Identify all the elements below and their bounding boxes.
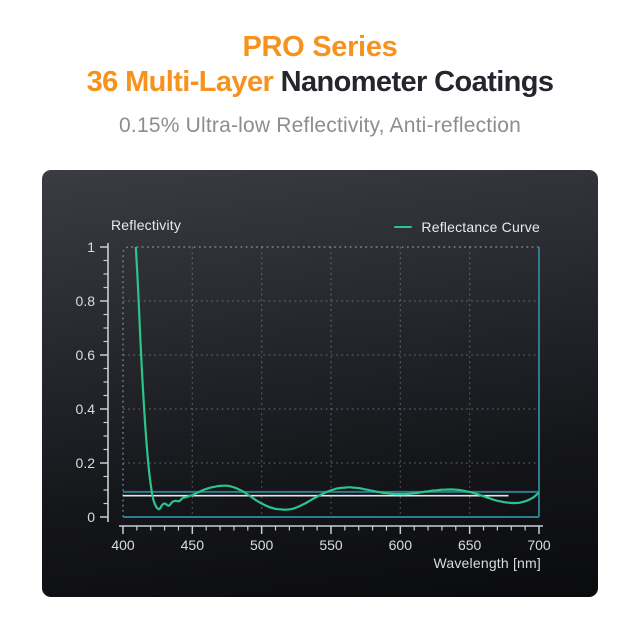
legend-label: Reflectance Curve <box>421 219 540 235</box>
legend-line-swatch <box>394 225 413 229</box>
reflectance-chart: 0 0.2 0.4 0.6 0.8 1 400 450 500 550 600 650 700 Wavel… <box>76 239 551 571</box>
y-tick-label-0.6: 0.6 <box>76 347 96 363</box>
title-line-2-rest: Nanometer Coatings <box>273 66 554 98</box>
y-tick-label-0.8: 0.8 <box>76 293 96 309</box>
y-tick-label-0.2: 0.2 <box>76 455 96 471</box>
x-tick-label-700: 700 <box>527 537 551 553</box>
chart-legend: Reflectance Curve <box>394 219 540 235</box>
x-tick-label-550: 550 <box>319 537 343 553</box>
header: PRO Series 36 Multi-Layer Nanometer Coat… <box>0 0 640 138</box>
y-tick-label-1: 1 <box>87 239 95 255</box>
plot-border-solid <box>123 247 540 518</box>
title-line-1: PRO Series <box>242 31 398 63</box>
x-tick-label-600: 600 <box>389 537 413 553</box>
x-tick-label-400: 400 <box>111 537 135 553</box>
x-tick-label-650: 650 <box>458 537 482 553</box>
x-axis-title: Wavelength [nm] <box>433 555 541 571</box>
chart-y-axis-title: Reflectivity <box>111 217 182 233</box>
y-tick-label-0.4: 0.4 <box>76 401 96 417</box>
reflectance-curve-path <box>134 247 539 511</box>
chart-panel: Reflectivity Reflectance Curve 0 0.2 0.4 0.… <box>42 170 598 597</box>
title-line-2: 36 Multi-Layer Nanometer Coatings <box>0 64 640 100</box>
x-tick-label-500: 500 <box>250 537 274 553</box>
y-tick-label-0: 0 <box>87 509 95 525</box>
subtitle: 0.15% Ultra-low Reflectivity, Anti-refle… <box>119 114 521 137</box>
x-tick-label-450: 450 <box>181 537 205 553</box>
title-line-2-highlight: 36 Multi-Layer <box>86 66 274 98</box>
